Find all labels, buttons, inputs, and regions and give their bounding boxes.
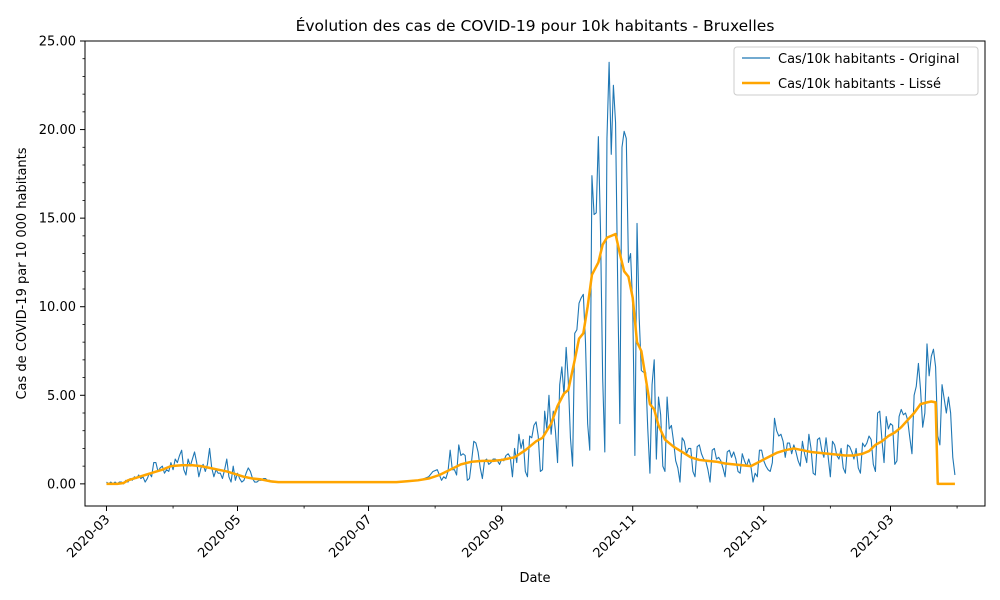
y-tick-label: 25.00 <box>39 35 76 50</box>
legend-label-original: Cas/10k habitants - Original <box>778 52 959 67</box>
x-tick-label: 2020-05 <box>195 512 244 561</box>
legend-label-smoothed: Cas/10k habitants - Lissé <box>778 77 941 92</box>
y-tick-label: 0.00 <box>47 477 76 492</box>
y-tick-label: 10.00 <box>39 300 76 315</box>
x-axis: 2020-03 2020-05 2020-07 2020-09 2020-11 2021-… <box>64 506 958 561</box>
x-tick-label: 2020-11 <box>591 512 640 561</box>
legend: Cas/10k habitants - Original Cas/10k hab… <box>733 46 979 96</box>
x-tick-label: 2020-07 <box>326 512 375 561</box>
y-tick-label: 15.00 <box>39 212 76 227</box>
legend-box <box>733 46 979 96</box>
x-axis-label: Date <box>519 571 550 586</box>
series-line-smoothed <box>106 232 955 486</box>
y-axis-label: Cas de COVID-19 par 10 000 habitants <box>15 147 30 399</box>
y-tick-label: 5.00 <box>47 389 76 404</box>
x-tick-label: 2021-03 <box>848 512 897 561</box>
x-tick-label: 2021-01 <box>722 512 771 561</box>
series-line-original <box>106 61 956 485</box>
plot-area <box>106 61 956 486</box>
chart-title: Évolution des cas de COVID-19 pour 10k h… <box>296 16 775 35</box>
axes-frame <box>84 40 986 507</box>
x-tick-label: 2020-03 <box>64 512 113 561</box>
x-tick-label: 2020-09 <box>460 512 509 561</box>
y-tick-label: 20.00 <box>39 123 76 138</box>
y-axis: 0.00 5.00 10.00 15.00 20.00 25.00 <box>39 35 85 492</box>
